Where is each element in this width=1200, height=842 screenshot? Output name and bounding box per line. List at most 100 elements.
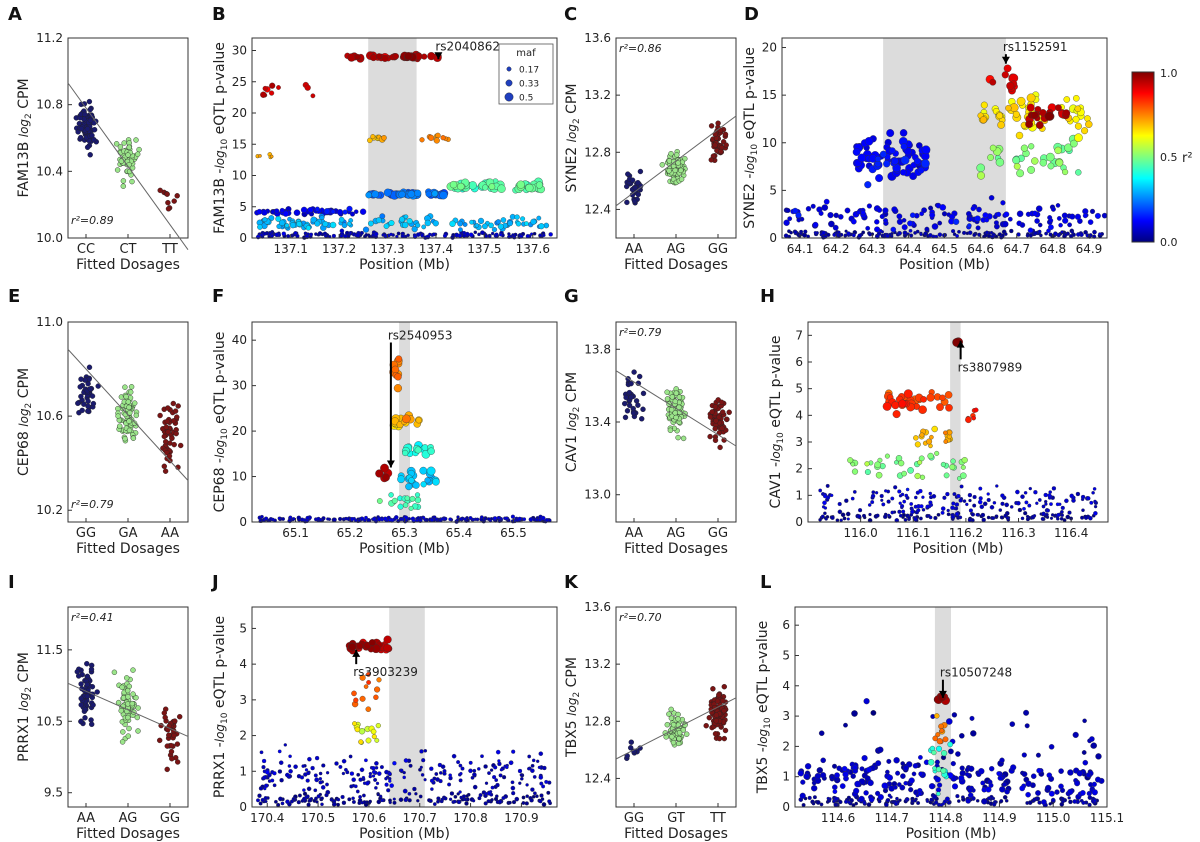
- snp-point: [857, 153, 867, 163]
- y-tick-label: 3: [782, 709, 790, 723]
- snp-point: [306, 802, 311, 807]
- snp-point: [855, 210, 861, 215]
- x-tick-label: 65.2: [337, 526, 364, 540]
- snp-point: [258, 154, 262, 158]
- snp-point: [338, 216, 345, 223]
- data-point: [629, 177, 636, 183]
- snp-point: [864, 469, 871, 475]
- snp-point: [879, 150, 887, 158]
- snp-point: [453, 799, 457, 804]
- snp-point: [368, 639, 376, 647]
- snp-point: [796, 217, 802, 223]
- snp-point: [436, 799, 440, 804]
- snp-point: [491, 227, 498, 233]
- snp-point: [1055, 158, 1064, 167]
- snp-point: [473, 230, 478, 235]
- x-tick-label: GA: [119, 526, 138, 541]
- snp-point: [1060, 230, 1064, 234]
- snp-point: [432, 478, 440, 486]
- snp-point: [341, 771, 346, 776]
- snp-point: [977, 499, 983, 505]
- snp-point: [381, 54, 389, 62]
- snp-point: [543, 222, 550, 229]
- snp-point: [463, 517, 467, 521]
- snp-point: [835, 518, 840, 522]
- data-point: [78, 702, 84, 708]
- data-point: [632, 184, 638, 191]
- snp-point: [329, 798, 334, 802]
- plot-frame: [251, 37, 558, 239]
- snp-point: [440, 135, 446, 141]
- y-tick-label: 0: [782, 800, 790, 814]
- snp-point: [528, 517, 534, 522]
- genotype-group: [707, 397, 732, 451]
- snp-point: [428, 232, 432, 237]
- data-point: [95, 383, 101, 389]
- snp-point: [807, 795, 812, 800]
- snp-point: [997, 232, 1002, 237]
- x-tick-label: 65.4: [446, 526, 473, 540]
- data-point: [165, 429, 171, 435]
- snp-point: [1015, 489, 1020, 495]
- data-point: [724, 416, 730, 423]
- snp-point: [457, 220, 463, 227]
- snp-point: [351, 800, 356, 804]
- snp-point: [264, 516, 269, 521]
- snp-point: [1047, 162, 1055, 170]
- snp-point: [448, 773, 452, 777]
- genotype-group: [156, 706, 183, 773]
- snp-point: [886, 499, 891, 504]
- legend-marker: [505, 79, 513, 87]
- snp-point: [314, 755, 320, 761]
- data-point: [114, 167, 121, 173]
- snp-point: [1023, 709, 1030, 716]
- snp-point: [881, 502, 886, 507]
- snp-point: [951, 229, 956, 234]
- snp-point: [368, 771, 373, 776]
- snp-point: [852, 148, 861, 156]
- data-point: [684, 731, 690, 737]
- snp-point: [383, 223, 390, 229]
- snp-point: [1048, 744, 1055, 750]
- snp-point: [1092, 229, 1097, 235]
- snp-point: [1028, 143, 1035, 150]
- data-point: [674, 152, 680, 158]
- snp-point: [933, 515, 938, 521]
- snp-point: [797, 770, 804, 777]
- data-point: [726, 409, 732, 415]
- snp-point: [286, 234, 291, 239]
- snp-point: [386, 788, 391, 793]
- snp-point: [449, 220, 456, 227]
- data-point: [166, 732, 172, 738]
- snp-point: [318, 780, 323, 785]
- x-tick-label: 116.0: [843, 526, 877, 540]
- snp-point: [364, 515, 368, 520]
- snp-point: [860, 210, 866, 216]
- snp-point: [358, 777, 363, 782]
- snp-point: [898, 231, 902, 235]
- data-point: [131, 400, 138, 406]
- snp-point: [1007, 216, 1013, 222]
- snp-point: [1087, 802, 1092, 807]
- snp-point: [965, 502, 969, 507]
- snp-point: [402, 788, 408, 794]
- x-tick-label: 116.1: [896, 526, 930, 540]
- snp-point: [1005, 516, 1010, 520]
- y-axis-label: FAM13B log2 CPM: [16, 78, 34, 197]
- snp-point: [826, 796, 830, 800]
- snp-point: [921, 159, 930, 168]
- snp-point: [1089, 500, 1094, 505]
- snp-point: [901, 509, 906, 514]
- snp-point: [536, 215, 542, 221]
- snp-point: [908, 228, 913, 233]
- snp-point: [359, 516, 365, 521]
- snp-point: [542, 233, 546, 237]
- data-point: [126, 725, 132, 732]
- snp-point: [1020, 144, 1028, 152]
- genotype-group: [115, 384, 140, 444]
- snp-point: [472, 768, 477, 773]
- snp-point: [868, 796, 875, 803]
- data-point: [635, 179, 641, 186]
- snp-point: [514, 796, 520, 802]
